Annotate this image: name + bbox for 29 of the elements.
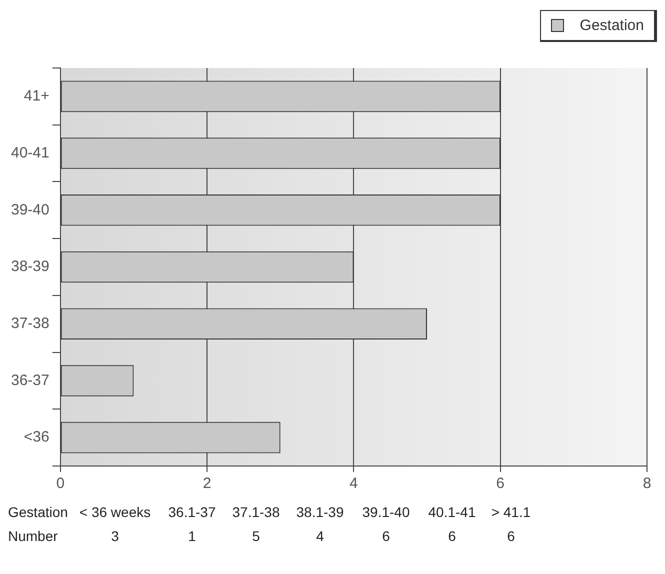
text: Gestation <box>580 17 644 34</box>
x-tick-label: 6 <box>496 475 505 492</box>
text: 4 <box>315 528 325 544</box>
text: 3 <box>110 528 120 544</box>
text: 39.1-40 <box>361 504 411 520</box>
x-tick-label: 0 <box>56 475 65 492</box>
text: Gestation <box>8 504 68 520</box>
text: 1 <box>187 528 197 544</box>
text: < 36 weeks <box>78 504 152 520</box>
y-tick-label: 38-39 <box>10 258 50 276</box>
text: 40.1-41 <box>427 504 477 520</box>
x-tick-label: 2 <box>202 475 212 492</box>
y-tick-label: 39-40 <box>10 201 50 218</box>
text: > 41.1 <box>491 504 531 520</box>
text: 6 <box>381 528 391 544</box>
x-tick-label: 8 <box>642 475 652 492</box>
text: 36.1-37 <box>167 504 217 520</box>
y-tick-label: <36 <box>24 428 50 446</box>
y-tick-label: 41+ <box>24 88 50 105</box>
text: 6 <box>447 528 457 544</box>
text: 38.1-39 <box>295 504 345 520</box>
text: 6 <box>506 528 516 544</box>
y-tick-label: 36-37 <box>10 372 50 389</box>
text: Number <box>8 528 58 544</box>
text: 37.1-38 <box>231 504 281 520</box>
y-tick-label: 40-41 <box>10 144 50 162</box>
y-tick-label: 37-38 <box>10 315 50 332</box>
text: 5 <box>251 528 261 544</box>
x-tick-label: 4 <box>350 475 358 492</box>
